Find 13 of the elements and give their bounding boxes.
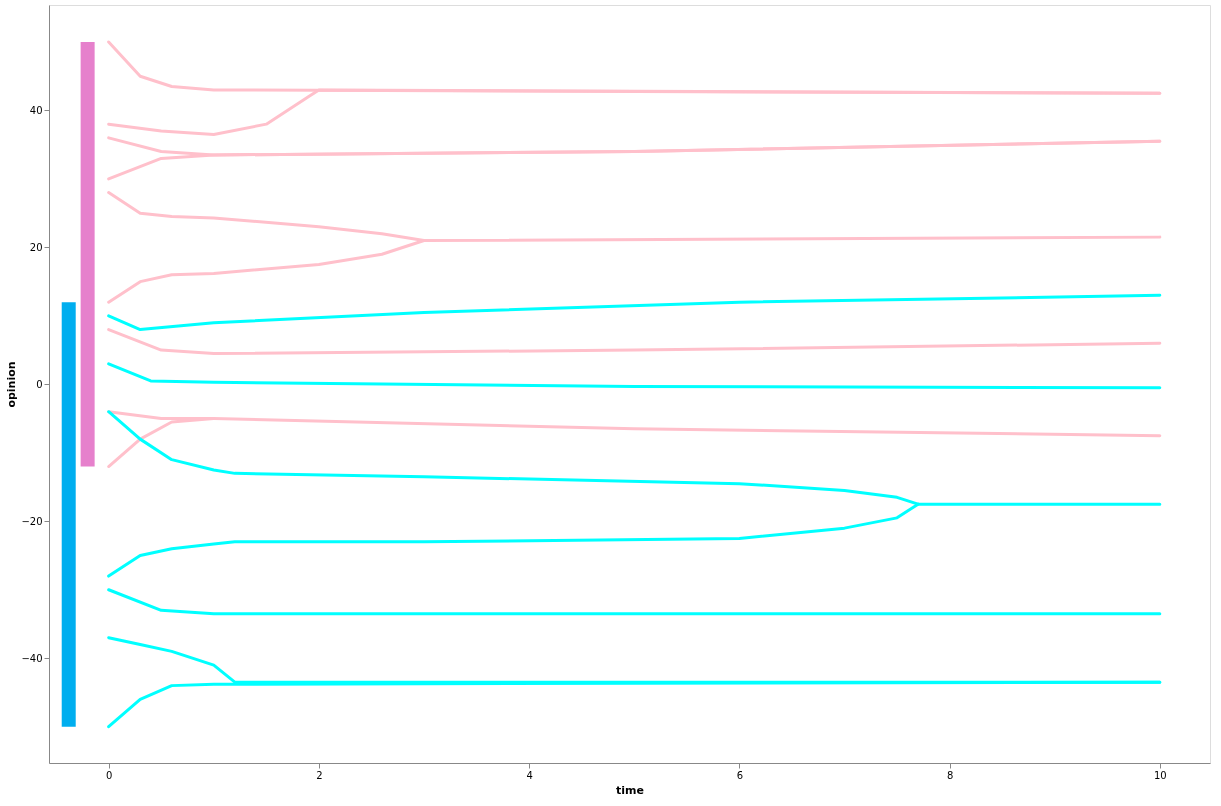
y-tick-label: −20 bbox=[21, 515, 43, 527]
x-tick-label: 4 bbox=[526, 769, 533, 781]
y-tick-label: −40 bbox=[21, 652, 43, 664]
y-axis-title: opinion bbox=[5, 361, 19, 408]
x-tick-label: 8 bbox=[946, 769, 954, 781]
x-axis-title: time bbox=[616, 783, 644, 797]
y-tick-label: 0 bbox=[36, 378, 43, 390]
y-tick-label: 40 bbox=[29, 104, 43, 116]
x-tick-label: 10 bbox=[1153, 769, 1167, 781]
x-tick-label: 0 bbox=[105, 769, 113, 781]
y-tick-label: 20 bbox=[29, 241, 43, 253]
x-tick-label: 2 bbox=[316, 769, 323, 781]
x-tick-label: 6 bbox=[736, 769, 744, 781]
